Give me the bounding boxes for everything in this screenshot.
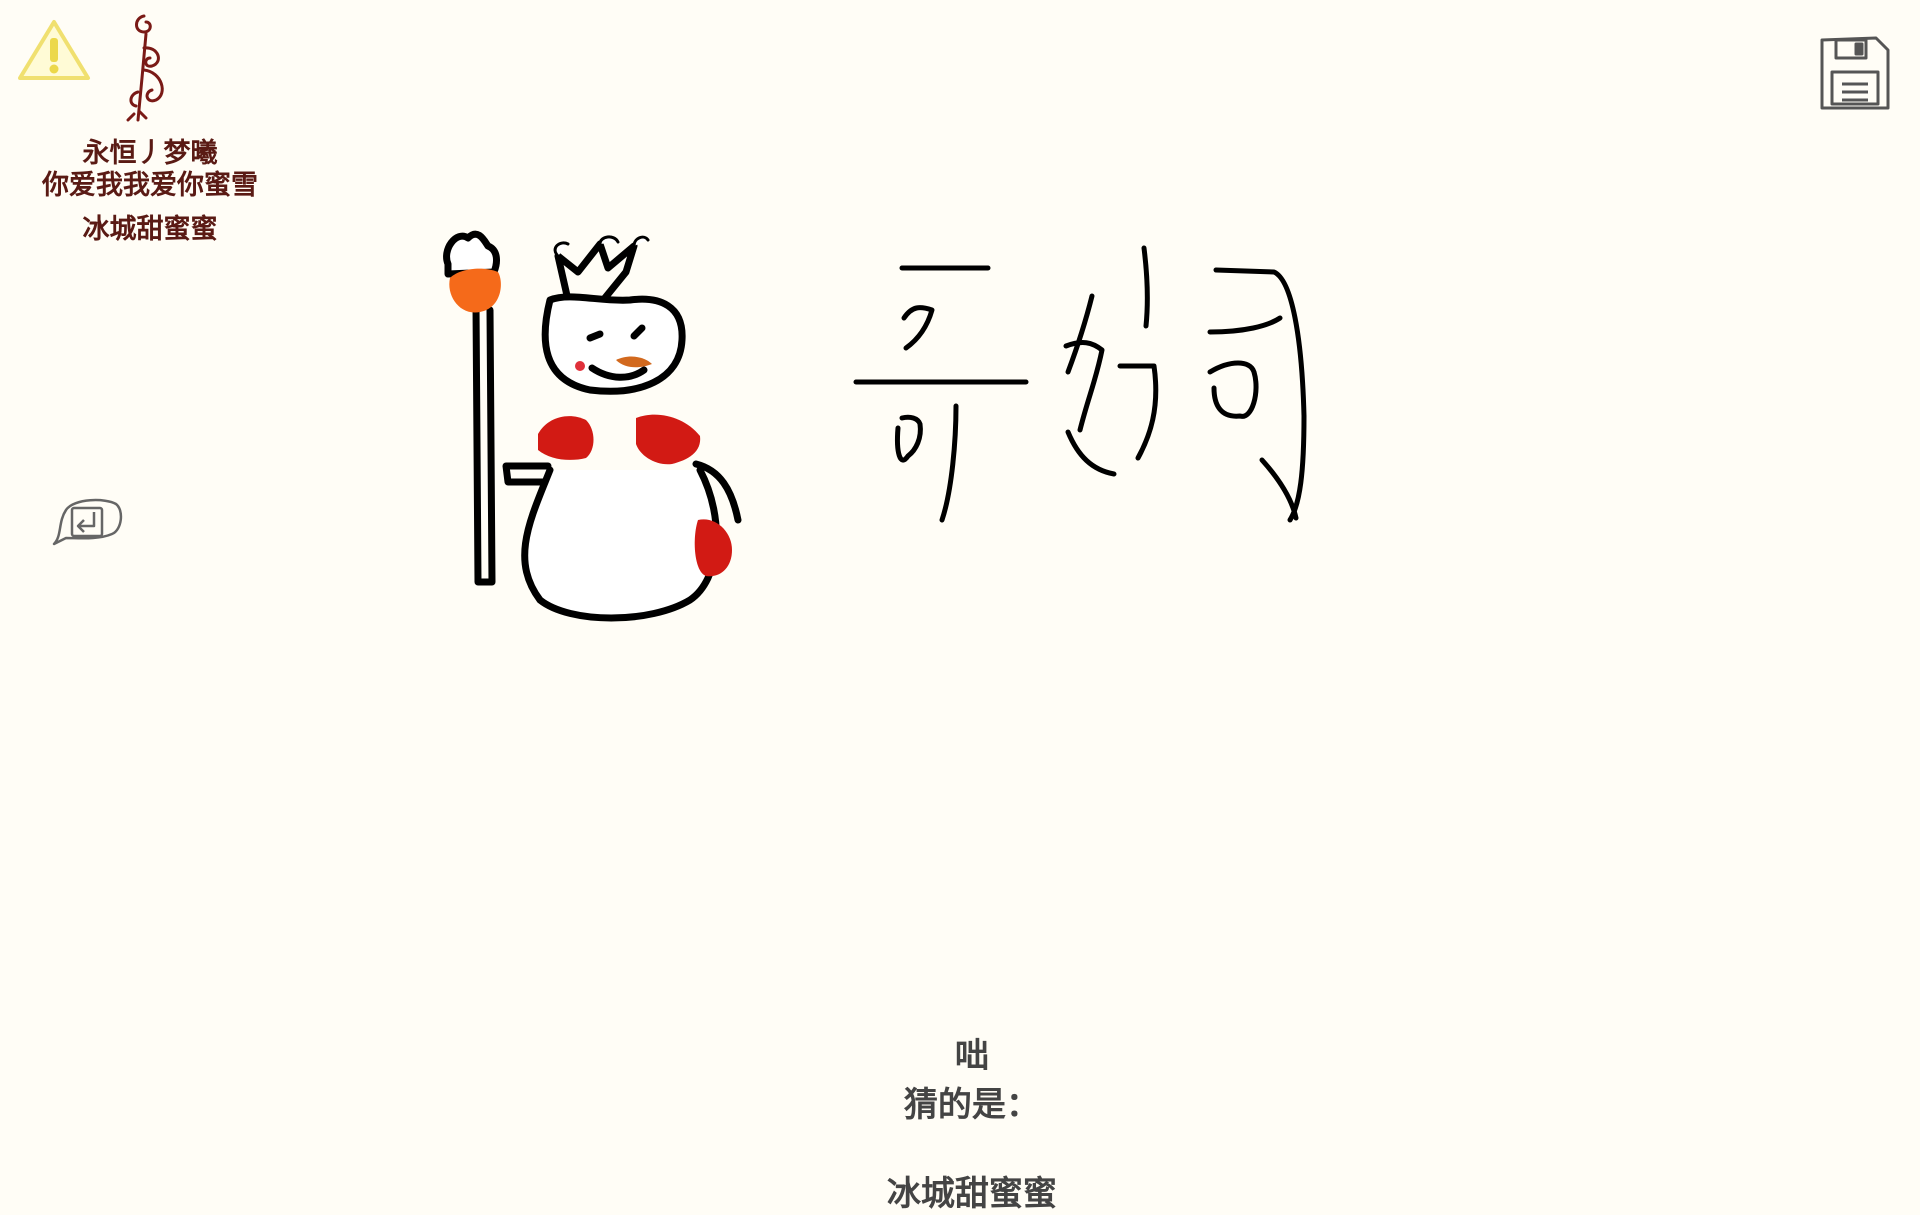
player-name-2: 你爱我我爱你蜜雪 — [42, 170, 258, 201]
scarf-right — [636, 414, 701, 465]
back-button[interactable] — [48, 496, 124, 548]
snowman-body — [521, 466, 720, 622]
staff-top — [443, 230, 500, 278]
handwritten-word-gechi — [853, 245, 1307, 523]
mitten — [694, 519, 732, 577]
warning-icon[interactable] — [16, 16, 92, 82]
snowman-nose — [616, 356, 652, 368]
snowman-right-arm — [692, 460, 742, 524]
guess-line: 咄 猜的是： 冰城甜蜜蜜 — [0, 988, 1920, 1215]
scarf-left — [538, 416, 594, 460]
return-arrow-icon — [76, 512, 96, 533]
drawing-canvas — [420, 220, 1620, 660]
blush — [575, 361, 585, 371]
speaker-name: 咄 — [954, 1036, 989, 1076]
player-name-3: 冰城甜蜜蜜 — [82, 214, 218, 245]
player-names: 永恒丿梦曦 你爱我我爱你蜜雪 冰城甜蜜蜜 — [0, 138, 300, 246]
decorative-swirl-icon — [124, 8, 184, 126]
snowman-left-arm — [502, 462, 552, 486]
return-arrow-icon-bubble — [52, 498, 123, 546]
guess-prompt: 猜的是： — [903, 1085, 1040, 1125]
save-button[interactable] — [1818, 34, 1892, 114]
player-name-1: 永恒丿梦曦 — [82, 138, 218, 169]
staff-orb — [449, 268, 501, 313]
crown — [554, 240, 638, 308]
guess-answer: 冰城甜蜜蜜 — [886, 1174, 1057, 1214]
floppy-save-icon — [1820, 36, 1890, 110]
staff — [472, 302, 496, 586]
